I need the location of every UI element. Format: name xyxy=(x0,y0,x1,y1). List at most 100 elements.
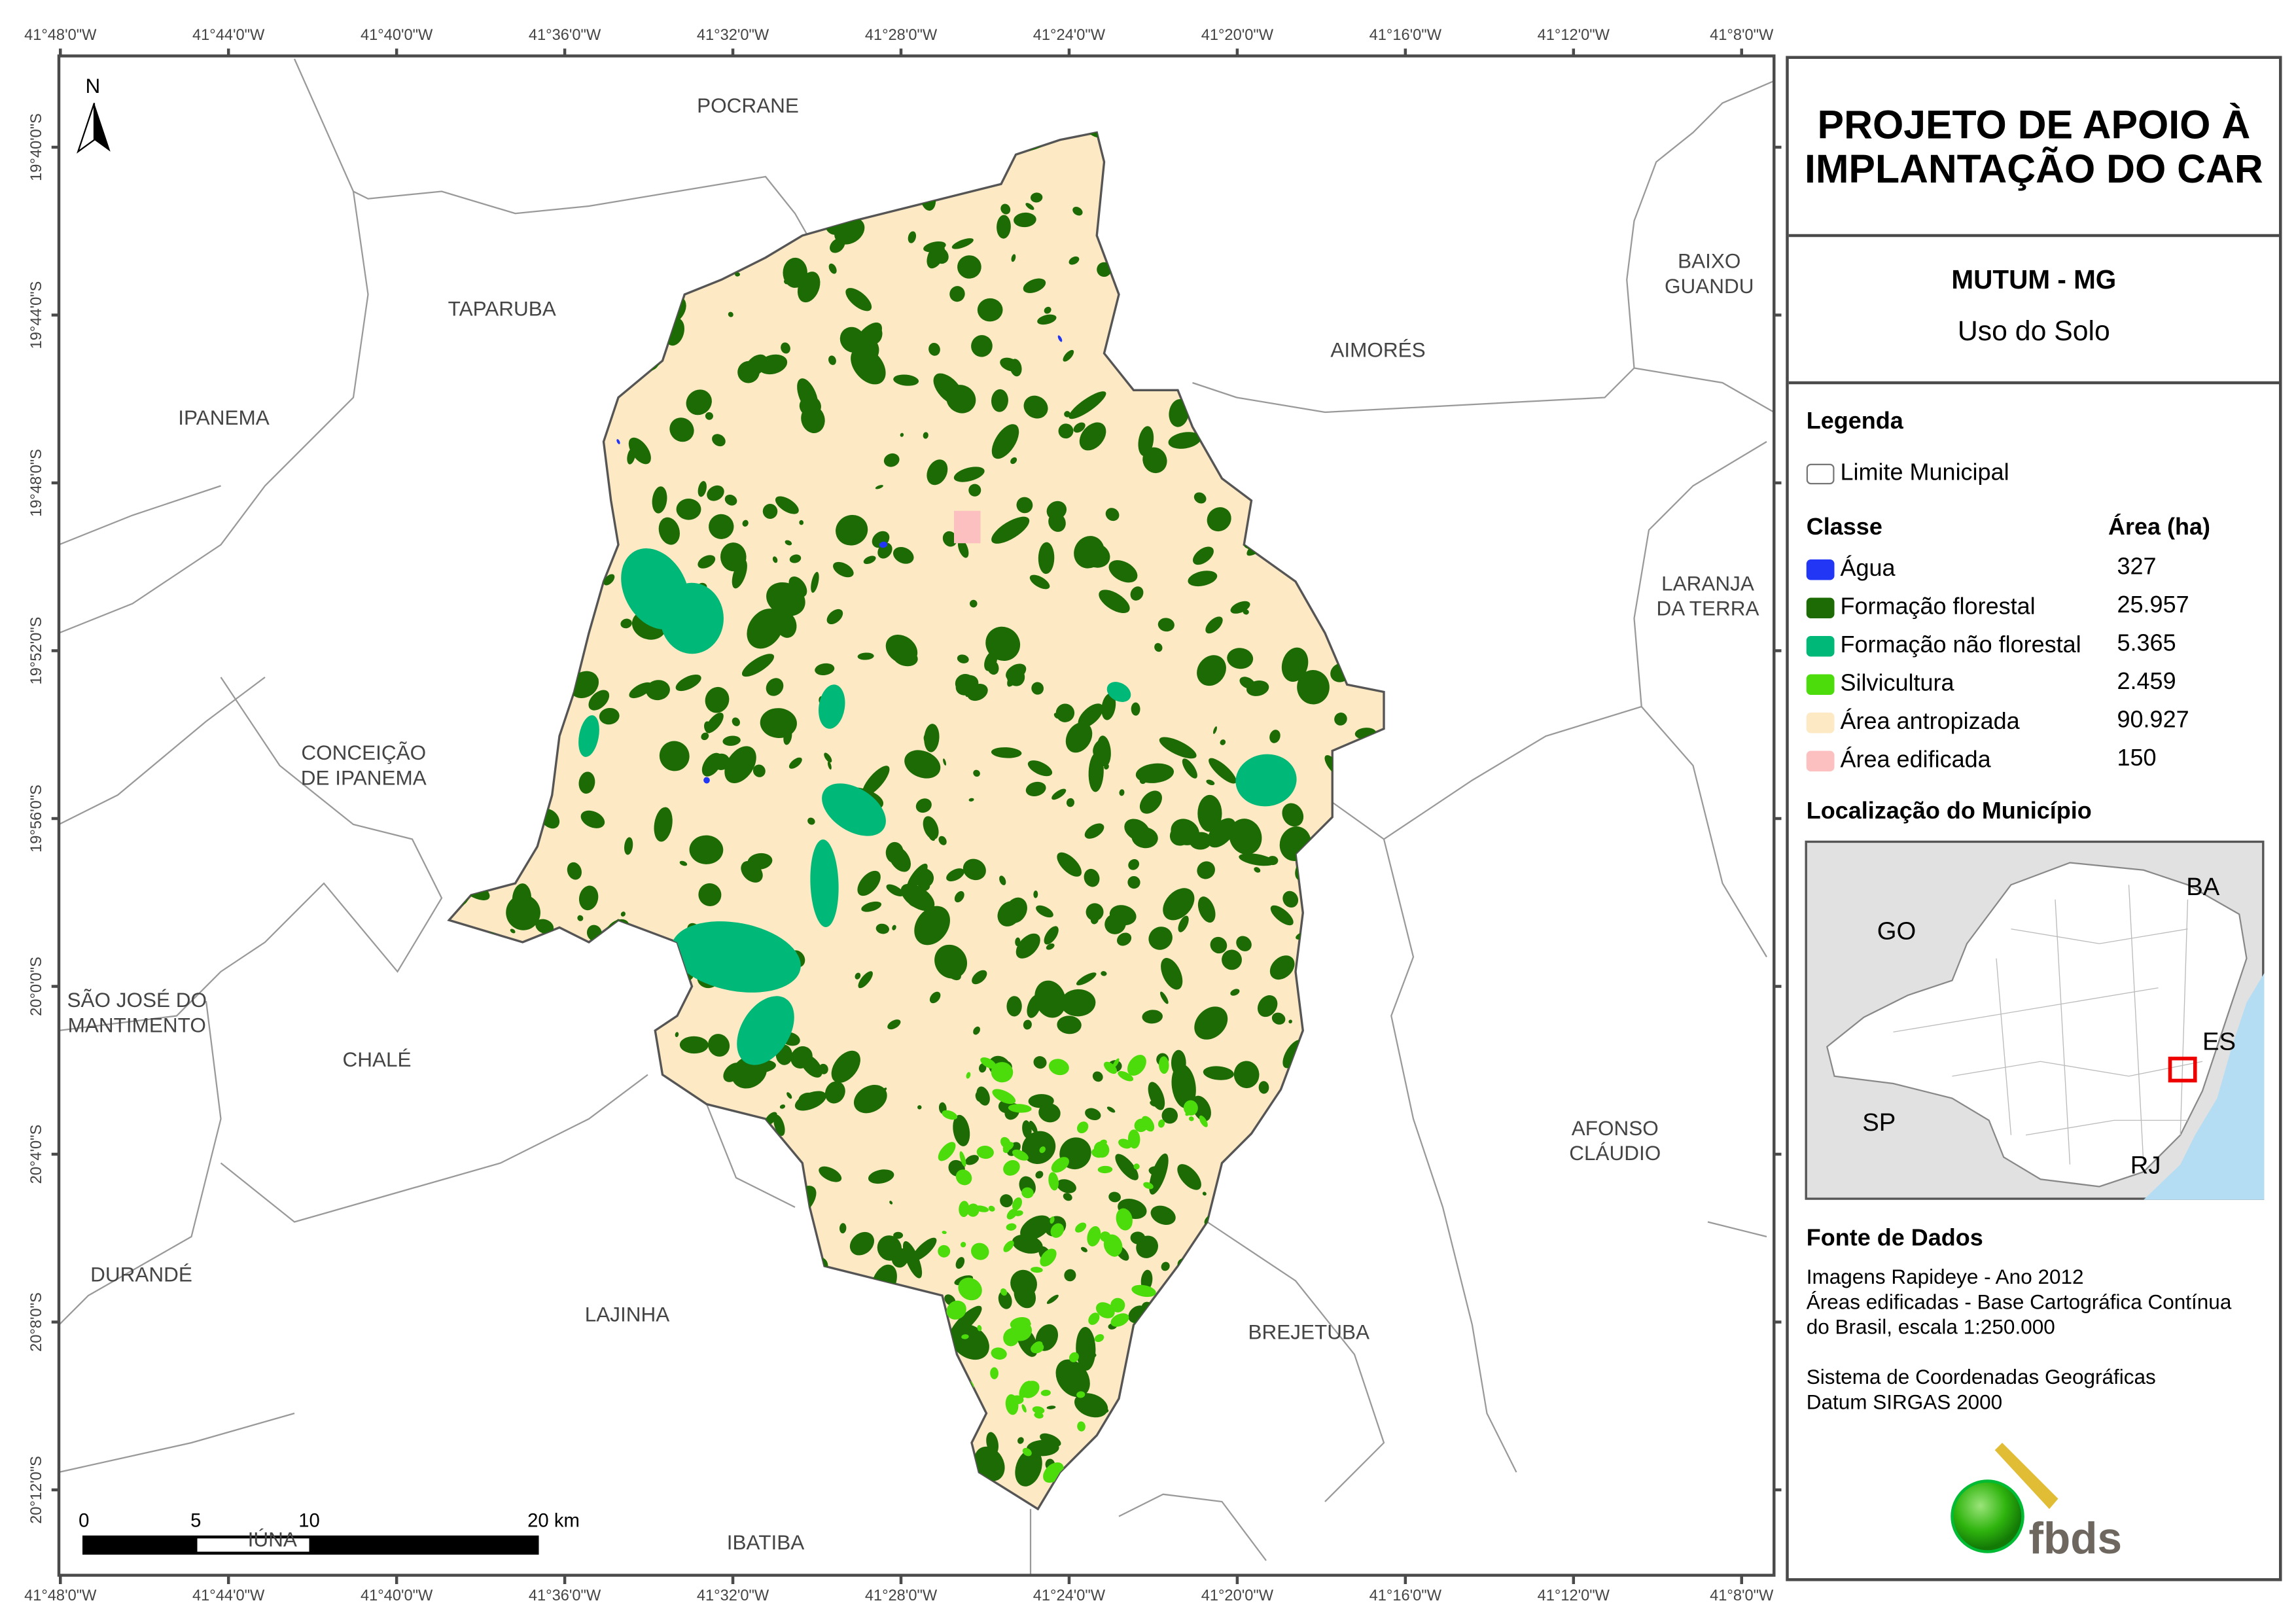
forest-patch xyxy=(958,539,969,558)
forest-patch xyxy=(971,335,993,357)
forest-patch xyxy=(597,404,603,414)
forest-patch xyxy=(897,1318,906,1332)
forest-patch xyxy=(1210,1238,1242,1272)
non-forest-patch xyxy=(660,582,724,654)
forest-patch xyxy=(582,961,611,978)
map-title: PROJETO DE APOIO À IMPLANTAÇÃO DO CAR xyxy=(1804,103,2263,192)
forest-patch xyxy=(819,1166,842,1182)
forest-patch xyxy=(1057,852,1082,877)
forest-patch xyxy=(1182,758,1197,779)
forest-patch xyxy=(510,349,520,359)
forest-patch xyxy=(1298,492,1322,518)
forest-patch xyxy=(889,1201,893,1205)
forest-patch xyxy=(1193,546,1214,565)
forest-patch xyxy=(1172,198,1197,218)
forest-patch xyxy=(943,758,947,766)
forest-patch xyxy=(624,837,633,855)
forest-patch xyxy=(1017,1437,1024,1444)
forest-patch xyxy=(571,1332,587,1349)
forest-patch xyxy=(1216,291,1237,312)
forest-patch xyxy=(1055,1359,1090,1398)
latitude-tick: 19°48'0"S xyxy=(27,449,46,517)
legend-title: Legenda xyxy=(1806,409,1903,434)
forest-patch xyxy=(816,196,843,214)
forest-patch xyxy=(968,484,981,497)
forest-patch xyxy=(1272,327,1280,336)
forest-patch xyxy=(851,347,886,385)
forest-patch xyxy=(705,686,730,713)
forest-patch xyxy=(1202,132,1234,149)
forest-patch xyxy=(953,467,985,482)
forest-patch xyxy=(772,556,778,563)
forest-patch xyxy=(699,204,718,224)
forest-patch xyxy=(917,1105,922,1110)
forest-patch xyxy=(1029,574,1050,590)
forest-patch xyxy=(527,1317,552,1361)
neighbor-municipality-label: IÚNA xyxy=(247,1527,297,1551)
forest-patch xyxy=(539,977,550,989)
forest-patch xyxy=(1072,206,1083,216)
forest-patch xyxy=(766,582,805,616)
forest-patch xyxy=(786,1373,809,1400)
forest-patch xyxy=(910,1324,936,1350)
silviculture-patch xyxy=(1118,1139,1132,1149)
silviculture-patch xyxy=(1095,1302,1115,1318)
forest-patch xyxy=(739,1500,762,1509)
silviculture-patch xyxy=(991,1347,1007,1360)
forest-patch xyxy=(741,654,775,677)
forest-patch xyxy=(1291,1217,1307,1230)
forest-patch xyxy=(1292,1135,1295,1142)
forest-patch xyxy=(582,1406,593,1419)
forest-patch xyxy=(779,1104,786,1109)
forest-patch xyxy=(893,1231,904,1239)
forest-patch xyxy=(1027,995,1042,1018)
source-line: do Brasil, escala 1:250.000 xyxy=(1806,1315,2055,1339)
forest-patch xyxy=(826,609,843,625)
forest-patch xyxy=(535,919,554,934)
forest-patch xyxy=(453,898,458,904)
longitude-tick-bottom: 41°8'0"W xyxy=(1710,1587,1774,1605)
forest-patch xyxy=(781,342,790,354)
forest-patch xyxy=(1037,314,1057,325)
forest-patch xyxy=(715,222,726,236)
forest-patch xyxy=(552,155,572,171)
forest-patch xyxy=(566,277,576,287)
forest-patch xyxy=(999,875,1006,885)
silviculture-patch xyxy=(977,1325,982,1332)
forest-patch xyxy=(1142,1010,1163,1024)
north-arrow-icon xyxy=(77,103,111,154)
forest-patch xyxy=(718,185,724,193)
sources-title: Fonte de Dados xyxy=(1806,1226,1983,1252)
forest-patch xyxy=(1299,452,1323,467)
forest-patch xyxy=(842,1292,868,1315)
forest-patch xyxy=(515,995,533,1014)
forest-patch xyxy=(997,215,1011,239)
forest-patch xyxy=(1078,1352,1097,1360)
forest-patch xyxy=(1033,1056,1047,1069)
forest-patch xyxy=(1364,531,1384,566)
forest-patch xyxy=(629,1123,643,1135)
silviculture-patch xyxy=(959,1413,967,1421)
forest-patch xyxy=(679,1036,709,1054)
silviculture-patch xyxy=(1172,1428,1184,1436)
forest-patch xyxy=(522,756,547,775)
forest-patch xyxy=(516,1395,538,1413)
forest-patch xyxy=(607,313,616,338)
longitude-tick-top: 41°24'0"W xyxy=(1033,26,1106,44)
forest-patch xyxy=(1210,356,1230,372)
forest-patch xyxy=(449,801,450,809)
forest-patch xyxy=(1150,189,1156,194)
forest-patch xyxy=(514,797,523,814)
forest-patch xyxy=(654,966,665,983)
forest-patch xyxy=(712,434,726,447)
map-subtitle: Uso do Solo xyxy=(1957,316,2110,347)
silviculture-patch xyxy=(1188,1116,1194,1121)
silviculture-patch xyxy=(961,1334,969,1339)
forest-patch xyxy=(625,1424,631,1434)
forest-patch xyxy=(1178,215,1189,234)
forest-patch xyxy=(1015,1449,1042,1487)
forest-patch xyxy=(972,132,992,133)
longitude-tick-top: 41°28'0"W xyxy=(864,26,938,44)
